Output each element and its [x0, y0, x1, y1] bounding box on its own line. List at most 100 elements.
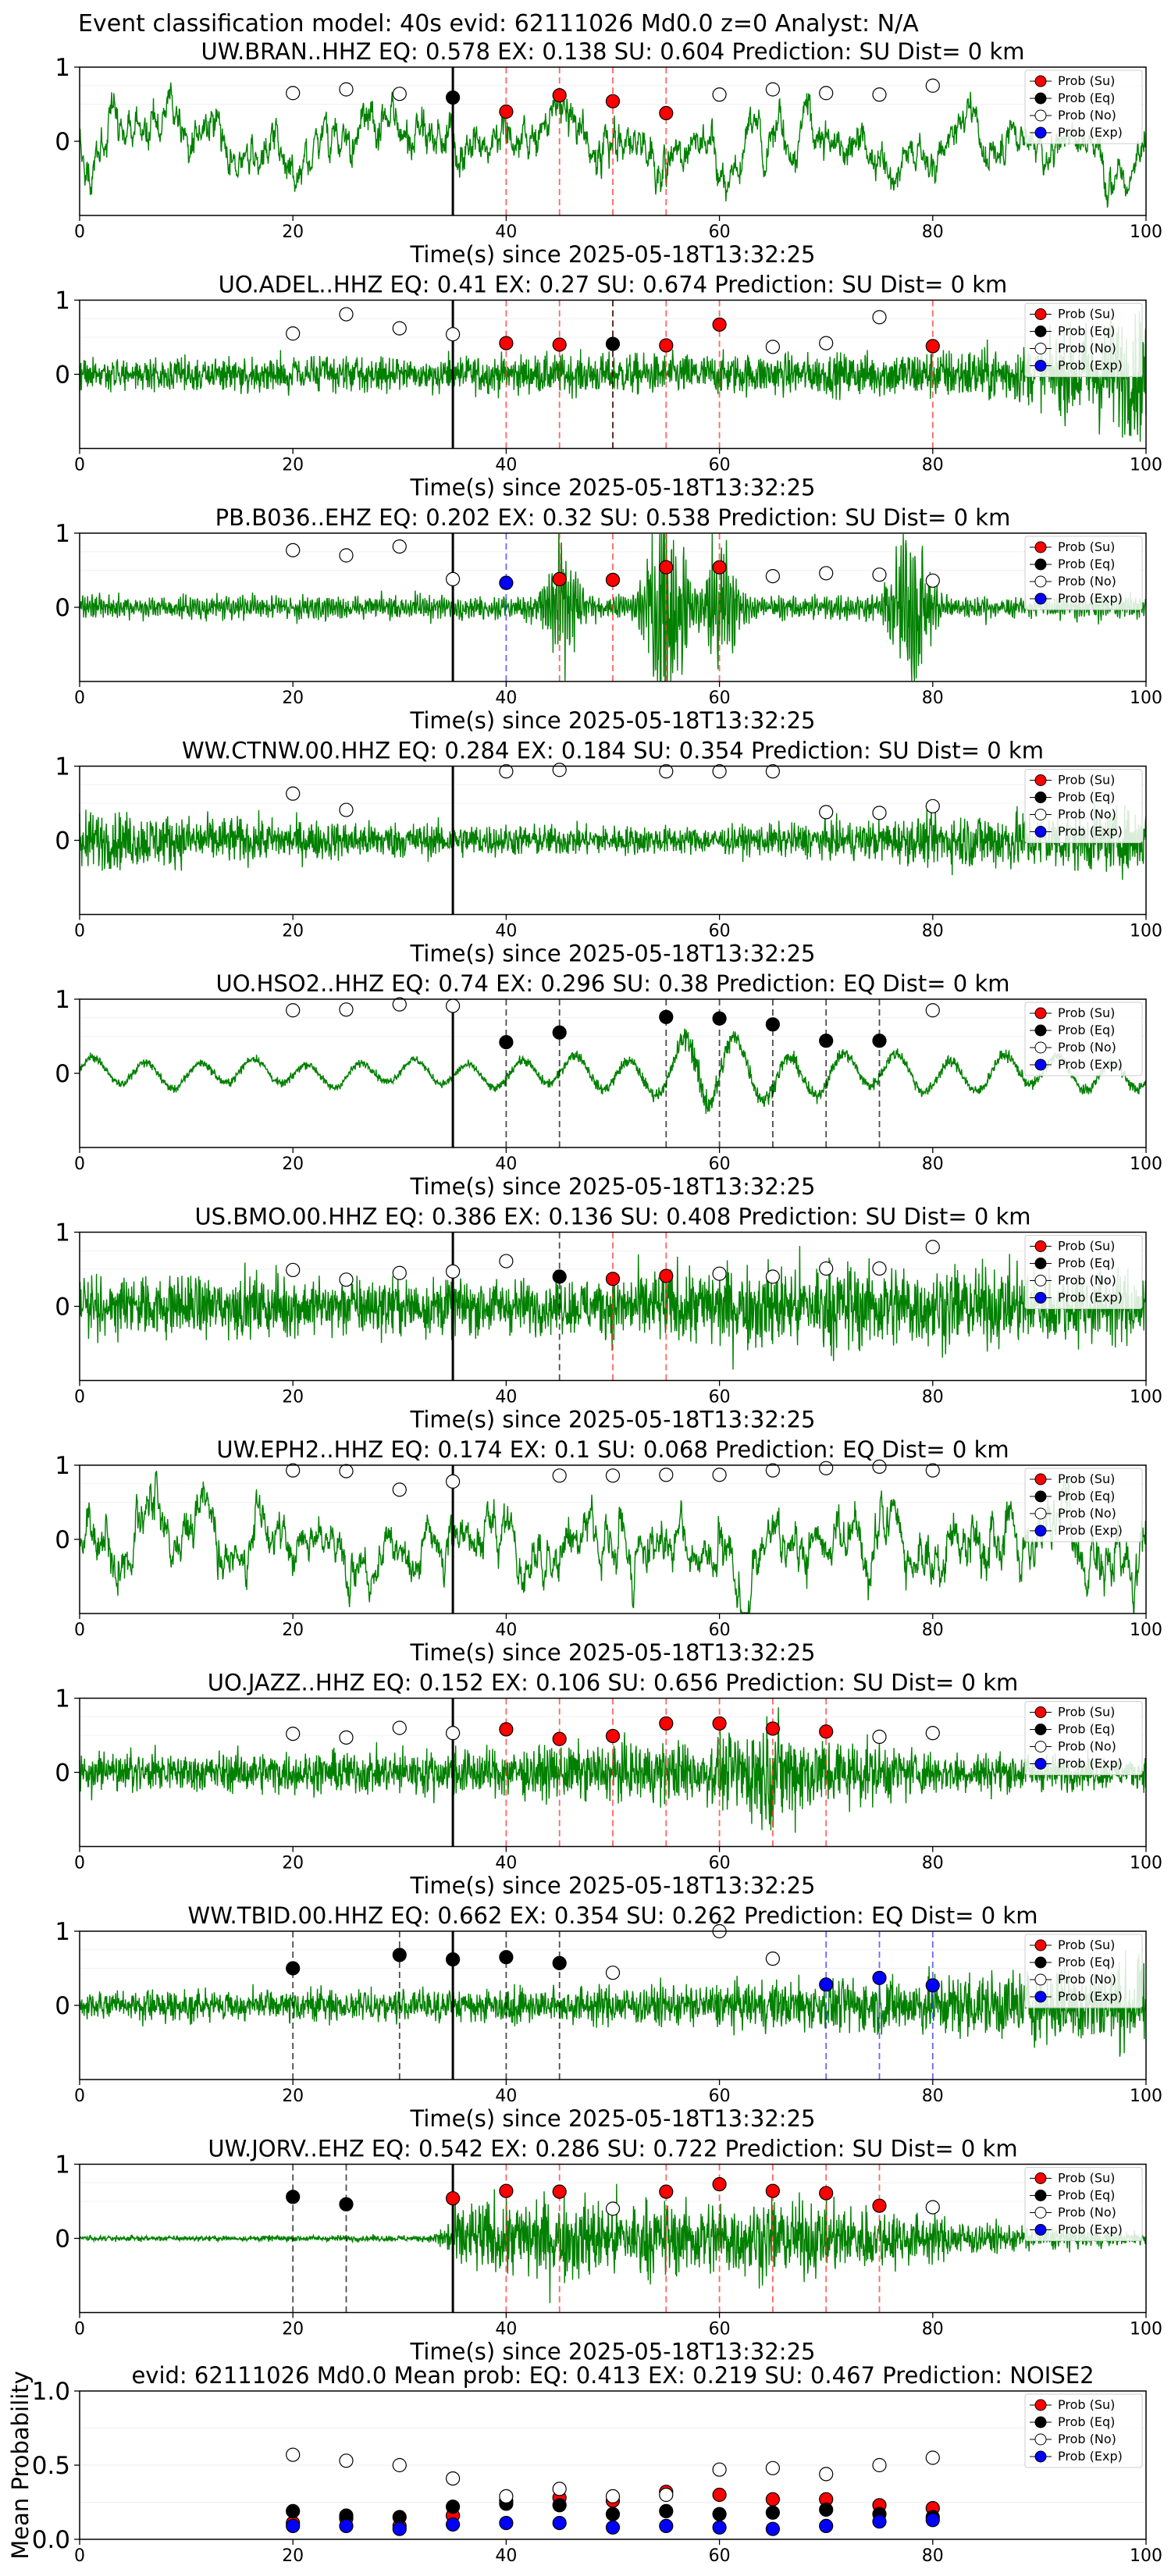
legend-entry-exp: Prob (Exp)	[1058, 1756, 1123, 1771]
legend-entry-no: Prob (No)	[1058, 108, 1116, 123]
marker-exp	[392, 2521, 407, 2536]
x-tick-label: 0	[74, 2546, 85, 2566]
marker-no	[339, 548, 354, 563]
x-axis-label: Time(s) since 2025-05-18T13:32:25	[410, 475, 816, 501]
x-tick-label: 80	[922, 1388, 944, 1407]
x-tick-label: 80	[922, 2546, 944, 2566]
legend-entry-su: Prob (Su)	[1058, 1239, 1115, 1254]
marker-exp	[552, 2516, 567, 2531]
legend: Prob (Su) Prob (Eq) Prob (No) Prob (Exp)	[1024, 1002, 1143, 1076]
marker-eq	[712, 1011, 727, 1026]
legend-marker-eq	[1034, 2190, 1047, 2201]
legend-marker-su	[1034, 1240, 1047, 1252]
x-tick-label: 40	[495, 2320, 517, 2339]
legend-entry-su: Prob (Su)	[1058, 1937, 1115, 1952]
x-tick-label: 0	[74, 2320, 85, 2339]
marker-eq	[659, 1009, 674, 1024]
legend-marker-no	[1034, 1041, 1047, 1054]
legend-entry-eq: Prob (Eq)	[1058, 1722, 1115, 1737]
station-panel-2: UO.ADEL..HHZ EQ: 0.41 EX: 0.27 SU: 0.674…	[55, 272, 1162, 501]
x-tick-label: 100	[1130, 922, 1162, 941]
marker-su	[765, 2492, 781, 2507]
x-tick-label: 40	[495, 688, 517, 708]
legend: Prob (Su) Prob (Eq) Prob (No) Prob (Exp)	[1024, 769, 1143, 843]
marker-no	[392, 1265, 407, 1280]
marker-no	[712, 87, 727, 102]
x-tick-label: 100	[1130, 456, 1162, 475]
marker-no	[712, 2462, 727, 2477]
y-tick-label: 1	[55, 1219, 70, 1247]
marker-su	[925, 339, 940, 354]
marker-no	[659, 1468, 674, 1482]
marker-su	[552, 1731, 567, 1746]
y-tick-label: 0	[55, 1526, 70, 1554]
x-tick-label: 0	[74, 2087, 85, 2106]
marker-no	[339, 1464, 354, 1478]
x-tick-label: 0	[74, 1854, 85, 1873]
legend-entry-eq: Prob (Eq)	[1058, 2188, 1115, 2203]
marker-no	[872, 1729, 887, 1744]
marker-no	[819, 2467, 834, 2482]
x-tick-label: 100	[1130, 2087, 1162, 2106]
legend-entry-eq: Prob (Eq)	[1058, 1489, 1115, 1503]
marker-su	[712, 2177, 727, 2192]
legend-marker-exp	[1034, 2450, 1047, 2463]
legend: Prob (Su) Prob (Eq) Prob (No) Prob (Exp)	[1024, 535, 1143, 610]
marker-eq	[552, 2498, 567, 2513]
marker-su	[819, 1724, 834, 1739]
legend-box	[1024, 2167, 1143, 2241]
x-tick-label: 60	[709, 1388, 731, 1407]
seismogram-trace	[79, 1950, 1147, 2057]
marker-eq	[872, 1034, 887, 1048]
legend-box	[1024, 1701, 1143, 1775]
legend-marker-exp	[1034, 1525, 1047, 1537]
legend-marker-no	[1034, 1507, 1047, 1520]
marker-eq	[552, 1955, 567, 1970]
legend-marker-su	[1034, 1939, 1047, 1952]
y-tick-label: 1.0	[32, 2378, 70, 2406]
marker-eq	[286, 2503, 301, 2518]
x-axis-label: Time(s) since 2025-05-18T13:32:25	[410, 2339, 816, 2365]
marker-no	[445, 998, 461, 1013]
legend-marker-exp	[1034, 126, 1047, 139]
marker-exp	[499, 575, 514, 590]
marker-no	[925, 573, 940, 588]
x-axis-label: Time(s) since 2025-05-18T13:32:25	[410, 1407, 816, 1433]
legend-entry-exp: Prob (Exp)	[1058, 1989, 1123, 2004]
seismogram-trace	[79, 311, 1147, 442]
y-tick-label: 1	[55, 287, 70, 315]
marker-no	[819, 1461, 834, 1475]
x-tick-label: 60	[709, 2320, 731, 2339]
marker-no	[872, 1261, 887, 1276]
legend-entry-no: Prob (No)	[1058, 1040, 1116, 1055]
marker-exp	[872, 2514, 887, 2529]
legend-marker-eq	[1034, 1490, 1047, 1503]
marker-no	[445, 327, 461, 342]
station-panel-4: WW.CTNW.00.HHZ EQ: 0.284 EX: 0.184 SU: 0…	[55, 738, 1162, 967]
legend-marker-su	[1034, 1473, 1047, 1485]
marker-su	[765, 2183, 781, 2198]
marker-su	[605, 572, 621, 587]
marker-exp	[445, 2517, 461, 2532]
legend-box	[1024, 769, 1143, 843]
marker-no	[925, 1003, 940, 1018]
legend-marker-su	[1034, 2399, 1047, 2411]
x-tick-label: 80	[922, 222, 944, 242]
marker-eq	[819, 2502, 834, 2517]
marker-su	[659, 105, 674, 120]
y-tick-label: 0	[55, 361, 70, 390]
panel-title: UO.ADEL..HHZ EQ: 0.41 EX: 0.27 SU: 0.674…	[219, 272, 1008, 298]
legend-marker-no	[1034, 2207, 1047, 2218]
legend-entry-no: Prob (No)	[1058, 1972, 1116, 1987]
marker-eq	[445, 2500, 461, 2514]
marker-eq	[819, 1034, 834, 1048]
legend-entry-eq: Prob (Eq)	[1058, 1023, 1115, 1037]
marker-eq	[339, 2197, 354, 2211]
figure-suptitle: Event classification model: 40s evid: 62…	[78, 10, 919, 37]
x-tick-label: 80	[922, 2087, 944, 2106]
marker-no	[605, 1468, 621, 1483]
x-tick-label: 60	[709, 2546, 731, 2566]
x-tick-label: 60	[709, 1621, 731, 1640]
marker-su	[605, 1728, 621, 1744]
marker-su	[659, 338, 674, 353]
